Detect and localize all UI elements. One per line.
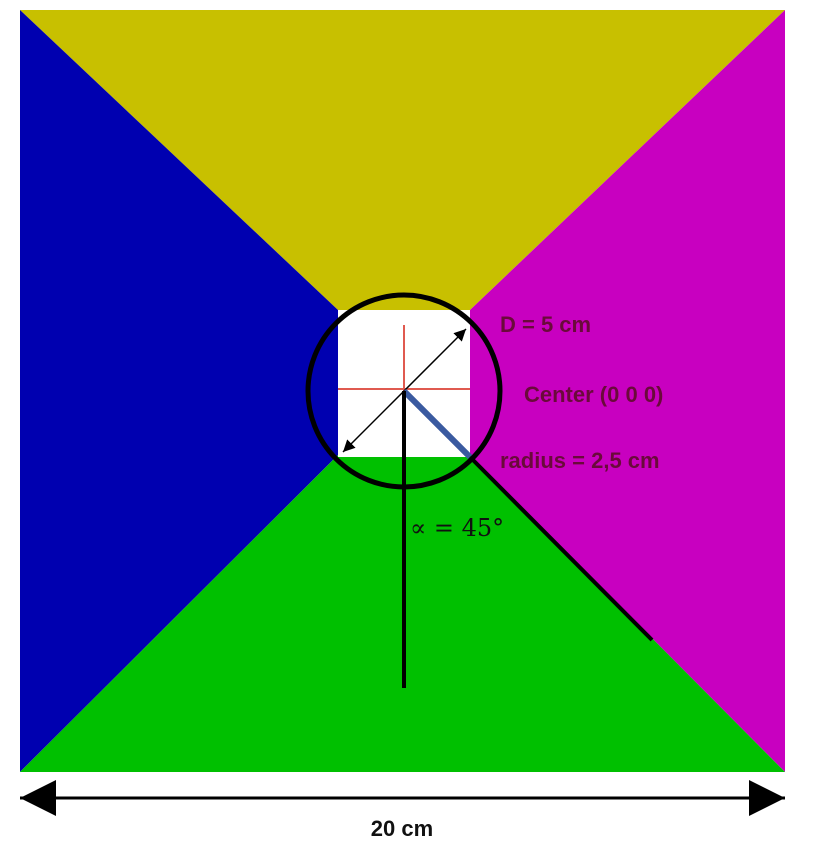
radius-label: radius = 2,5 cm	[500, 448, 660, 473]
center-label: Center (0 0 0)	[524, 382, 663, 407]
top-face	[20, 10, 785, 310]
diameter-label: D = 5 cm	[500, 312, 591, 337]
left-face	[20, 10, 338, 772]
width-label: 20 cm	[371, 816, 433, 841]
slant-line	[468, 455, 654, 642]
angle-label: ∝ = 45°	[410, 514, 504, 542]
right-face	[470, 10, 785, 772]
radius-line	[401, 388, 473, 460]
